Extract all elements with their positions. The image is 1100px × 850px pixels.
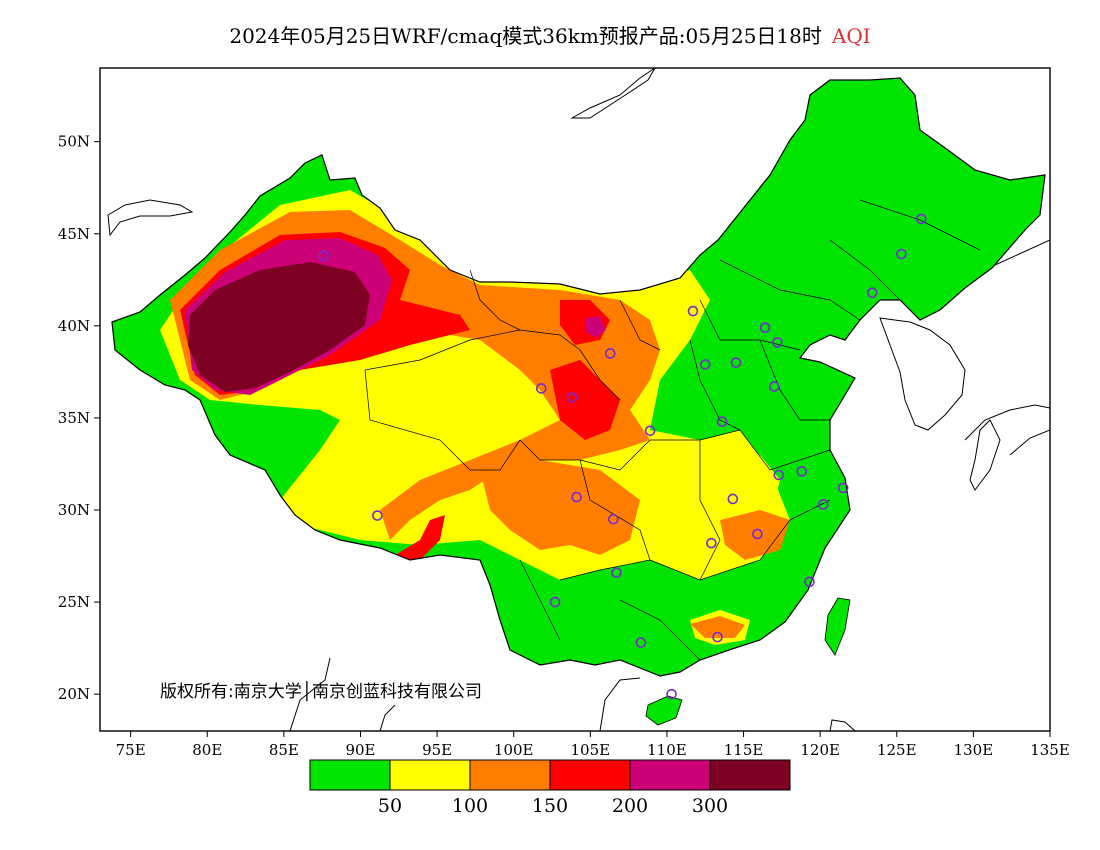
city-marker (608, 513, 619, 525)
city-marker (768, 381, 780, 392)
city-marker (611, 567, 622, 578)
city-marker (372, 510, 383, 521)
legend-label: 50 (378, 795, 402, 817)
city-marker (759, 322, 771, 333)
city-marker (604, 348, 616, 359)
lon-tick-label: 115E (724, 741, 764, 759)
aqi-legend: 50 100 150 200 300 (309, 759, 791, 817)
lat-tick-label: 45N (58, 225, 90, 243)
city-marker (666, 688, 677, 700)
legend-color-box (469, 759, 551, 791)
legend-label: 100 (452, 795, 488, 817)
lon-tick-label: 90E (345, 741, 375, 759)
lon-tick-label: 125E (877, 741, 917, 759)
lon-tick-label: 85E (269, 741, 299, 759)
coastlines (107, 68, 1050, 731)
city-marker (915, 213, 927, 225)
hainan-island (645, 695, 683, 726)
lon-tick-label: 135E (1030, 741, 1070, 759)
legend-color-box (309, 759, 391, 791)
copyright-text: 版权所有:南京大学│南京创蓝科技有限公司 (160, 681, 482, 702)
city-marker (566, 392, 578, 403)
city-marker (866, 287, 878, 298)
lon-tick-label: 105E (571, 741, 611, 759)
legend-color-box (389, 759, 471, 791)
lon-tick-label: 95E (422, 741, 452, 759)
legend-label: 150 (532, 795, 568, 817)
city-marker (817, 499, 829, 510)
city-marker (804, 576, 815, 588)
city-marker (730, 357, 742, 368)
city-marker (644, 425, 656, 437)
aqi-fill (112, 78, 1045, 676)
legend-color-box (629, 759, 711, 791)
map-title: 2024年05月25日WRF/cmaq模式36km预报产品:05月25日18时 A… (0, 20, 1100, 49)
lat-tick-label: 40N (58, 317, 90, 335)
city-marker (535, 383, 547, 394)
city-marker (571, 491, 582, 503)
lon-tick-label: 75E (116, 741, 146, 759)
city-marker (752, 528, 763, 540)
legend-color-box (549, 759, 631, 791)
city-marker (699, 359, 711, 370)
title-variable: AQI (831, 24, 871, 48)
legend-color-box (709, 759, 791, 791)
lat-tick-label: 25N (58, 593, 90, 611)
lat-tick-label: 50N (58, 133, 90, 151)
latitude-axis: 20N 25N 30N 35N 40N 45N 50N (58, 133, 100, 703)
title-main: 2024年05月25日WRF/cmaq模式36km预报产品:05月25日18时 (229, 24, 822, 48)
legend-label: 300 (692, 795, 728, 817)
city-marker (716, 416, 728, 427)
city-marker (837, 482, 849, 494)
city-marker (706, 537, 717, 549)
city-marker (796, 466, 808, 477)
lon-tick-label: 110E (647, 741, 687, 759)
lat-tick-label: 30N (58, 501, 90, 519)
taiwan-island (824, 597, 851, 656)
city-marker (549, 596, 561, 608)
map-frame (99, 67, 1051, 732)
city-marker (727, 493, 739, 505)
city-marker (318, 250, 330, 262)
lon-tick-label: 100E (494, 741, 534, 759)
lat-tick-label: 20N (58, 685, 90, 703)
city-marker (712, 631, 723, 643)
map-area: 版权所有:南京大学│南京创蓝科技有限公司 (107, 68, 1050, 731)
lon-tick-label: 130E (954, 741, 994, 759)
legend-label: 200 (612, 795, 648, 817)
longitude-axis: 75E 80E 85E 90E 95E 100E 105E 110E 115E 120E 125E 1… (116, 731, 1070, 759)
lat-tick-label: 35N (58, 409, 90, 427)
city-marker (773, 469, 785, 481)
lon-tick-label: 80E (192, 741, 222, 759)
city-markers (318, 213, 927, 700)
city-marker (896, 248, 907, 260)
china-outline (111, 77, 1046, 677)
city-marker (687, 305, 699, 317)
lon-tick-label: 120E (800, 741, 840, 759)
city-marker (635, 637, 647, 648)
city-marker (771, 337, 783, 348)
